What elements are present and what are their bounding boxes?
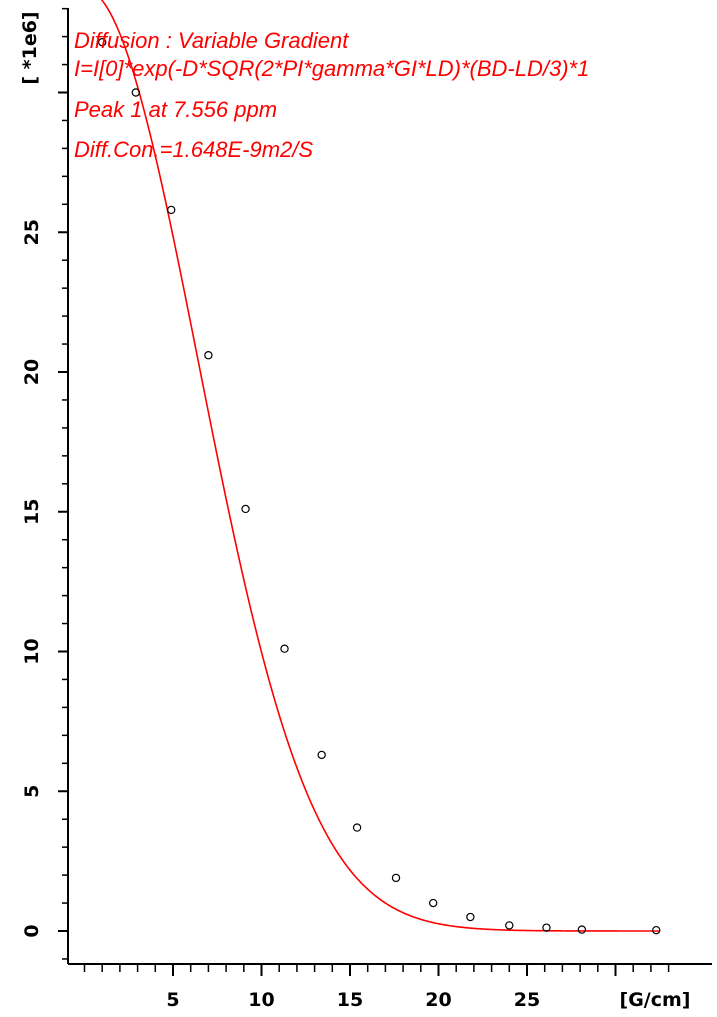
y-tick-label: 10	[21, 638, 43, 664]
annotation-line: I=I[0]*exp(-D*SQR(2*PI*gamma*GI*LD)*(BD-…	[74, 56, 589, 81]
data-point	[391, 873, 401, 883]
tick-labels-group: 0 5 10 15 20 25 5 10 15 20 25 [G/cm] [ *1e6]	[19, 11, 690, 1011]
data-point	[131, 88, 141, 97]
data-point	[466, 912, 475, 922]
x-tick-label: 25	[514, 989, 540, 1011]
data-point	[428, 898, 438, 908]
data-point	[577, 925, 587, 934]
x-tick-label: 5	[166, 989, 179, 1011]
data-point	[204, 351, 213, 360]
data-point	[652, 925, 661, 935]
data-point	[317, 750, 326, 760]
y-tick-label: 5	[21, 785, 43, 798]
y-tick-label: 20	[21, 359, 43, 385]
annotations-group: Diffusion : Variable Gradient I=I[0]*exp(…	[74, 28, 589, 162]
x-tick-label: 20	[425, 989, 451, 1011]
data-point	[352, 823, 362, 832]
data-point	[241, 504, 250, 514]
data-points-group	[97, 37, 661, 935]
y-tick-label: 0	[21, 924, 43, 937]
x-tick-label: 10	[248, 989, 274, 1011]
fit-curve-line	[100, 0, 660, 932]
y-axis-label: [ *1e6]	[19, 11, 41, 84]
annotation-line: Diff.Con.=1.648E-9m2/S	[74, 137, 313, 162]
y-tick-label: 25	[21, 219, 43, 245]
y-tick-label: 15	[21, 499, 43, 525]
x-tick-label: 15	[337, 989, 363, 1011]
data-point	[505, 921, 514, 930]
data-point	[280, 644, 289, 653]
x-axis-label: [G/cm]	[620, 989, 691, 1011]
annotation-line: Diffusion : Variable Gradient	[74, 28, 349, 53]
data-point	[167, 205, 176, 215]
data-point	[97, 37, 107, 47]
fit-curve-group	[100, 0, 660, 932]
axes-group	[58, 7, 712, 976]
data-point	[542, 923, 551, 932]
annotation-line: Peak 1 at 7.556 ppm	[74, 97, 277, 122]
